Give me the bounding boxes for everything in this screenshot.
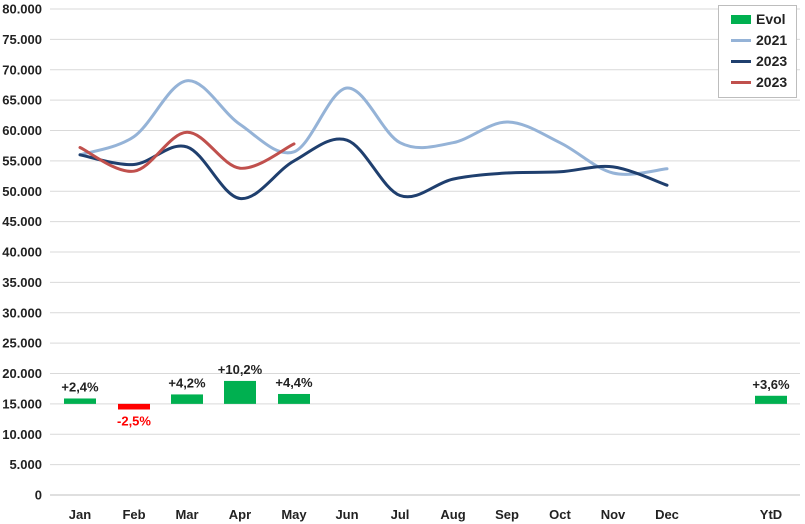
y-tick-label: 10.000 — [2, 427, 42, 442]
legend-label: 2023 — [756, 74, 788, 90]
legend-line-swatch — [731, 39, 751, 42]
line-2023-red — [78, 130, 296, 173]
evol-data-label: +10,2% — [218, 362, 263, 377]
evol-data-label: -2,5% — [117, 414, 151, 429]
y-tick-label: 50.000 — [2, 184, 42, 199]
x-tick-label: Sep — [495, 507, 519, 522]
y-tick-label: 70.000 — [2, 62, 42, 77]
y-tick-label: 75.000 — [2, 32, 42, 47]
gridlines — [50, 8, 800, 496]
evol-bar — [755, 395, 787, 404]
legend-label: Evol — [756, 11, 786, 27]
x-tick-label: Aug — [440, 507, 465, 522]
evol-bar — [278, 393, 310, 404]
legend: Evol 2021 2023 2023 — [718, 5, 797, 98]
x-tick-label: May — [281, 507, 307, 522]
y-tick-label: 25.000 — [2, 336, 42, 351]
evol-data-label: +2,4% — [61, 379, 99, 394]
legend-item: 2023 — [719, 73, 797, 93]
y-tick-label: 60.000 — [2, 123, 42, 138]
evol-bar — [118, 403, 150, 410]
y-tick-label: 55.000 — [2, 153, 42, 168]
evol-bars — [64, 380, 787, 410]
line-2023-navy — [78, 137, 669, 201]
x-tick-label: Jun — [335, 507, 358, 522]
y-tick-label: 20.000 — [2, 366, 42, 381]
legend-line-swatch — [731, 81, 751, 84]
legend-item: Evol — [719, 10, 797, 30]
evol-bar — [224, 380, 256, 404]
evol-data-label: +3,6% — [752, 377, 790, 392]
x-tick-label: Nov — [601, 507, 626, 522]
legend-item: 2021 — [719, 31, 797, 51]
y-tick-label: 5.000 — [9, 457, 42, 472]
evol-data-label: +4,2% — [168, 375, 206, 390]
legend-label: 2021 — [756, 32, 788, 48]
evol-data-label: +4,4% — [275, 375, 313, 390]
y-tick-label: 30.000 — [2, 305, 42, 320]
x-tick-label: YtD — [760, 507, 782, 522]
x-axis: Jan Feb Mar Apr May Jun Jul Aug Sep Oct Nov Dec YtD — [69, 507, 782, 522]
y-tick-label: 35.000 — [2, 275, 42, 290]
line-2021-lightblue — [78, 79, 669, 176]
x-tick-label: Jul — [391, 507, 410, 522]
x-tick-label: Jan — [69, 507, 91, 522]
x-tick-label: Mar — [175, 507, 198, 522]
y-tick-label: 40.000 — [2, 245, 42, 260]
legend-label: 2023 — [756, 53, 788, 69]
evol-bar — [64, 398, 96, 404]
y-tick-label: 15.000 — [2, 396, 42, 411]
y-axis: 0 5.000 10.000 15.000 20.000 25.000 30.000 35.0… — [2, 2, 42, 503]
y-tick-label: 65.000 — [2, 93, 42, 108]
legend-item: 2023 — [719, 52, 797, 72]
legend-bar-swatch — [731, 15, 751, 24]
legend-line-swatch — [731, 60, 751, 63]
x-tick-label: Feb — [122, 507, 145, 522]
series-lines — [78, 79, 669, 201]
x-tick-label: Apr — [229, 507, 251, 522]
y-tick-label: 0 — [35, 488, 42, 503]
y-tick-label: 80.000 — [2, 2, 42, 17]
evol-bar — [171, 394, 203, 404]
evol-data-labels: +2,4% -2,5% +4,2% +10,2% +4,4% +3,6% — [61, 362, 790, 429]
y-tick-label: 45.000 — [2, 214, 42, 229]
x-tick-label: Dec — [655, 507, 679, 522]
x-tick-label: Oct — [549, 507, 571, 522]
